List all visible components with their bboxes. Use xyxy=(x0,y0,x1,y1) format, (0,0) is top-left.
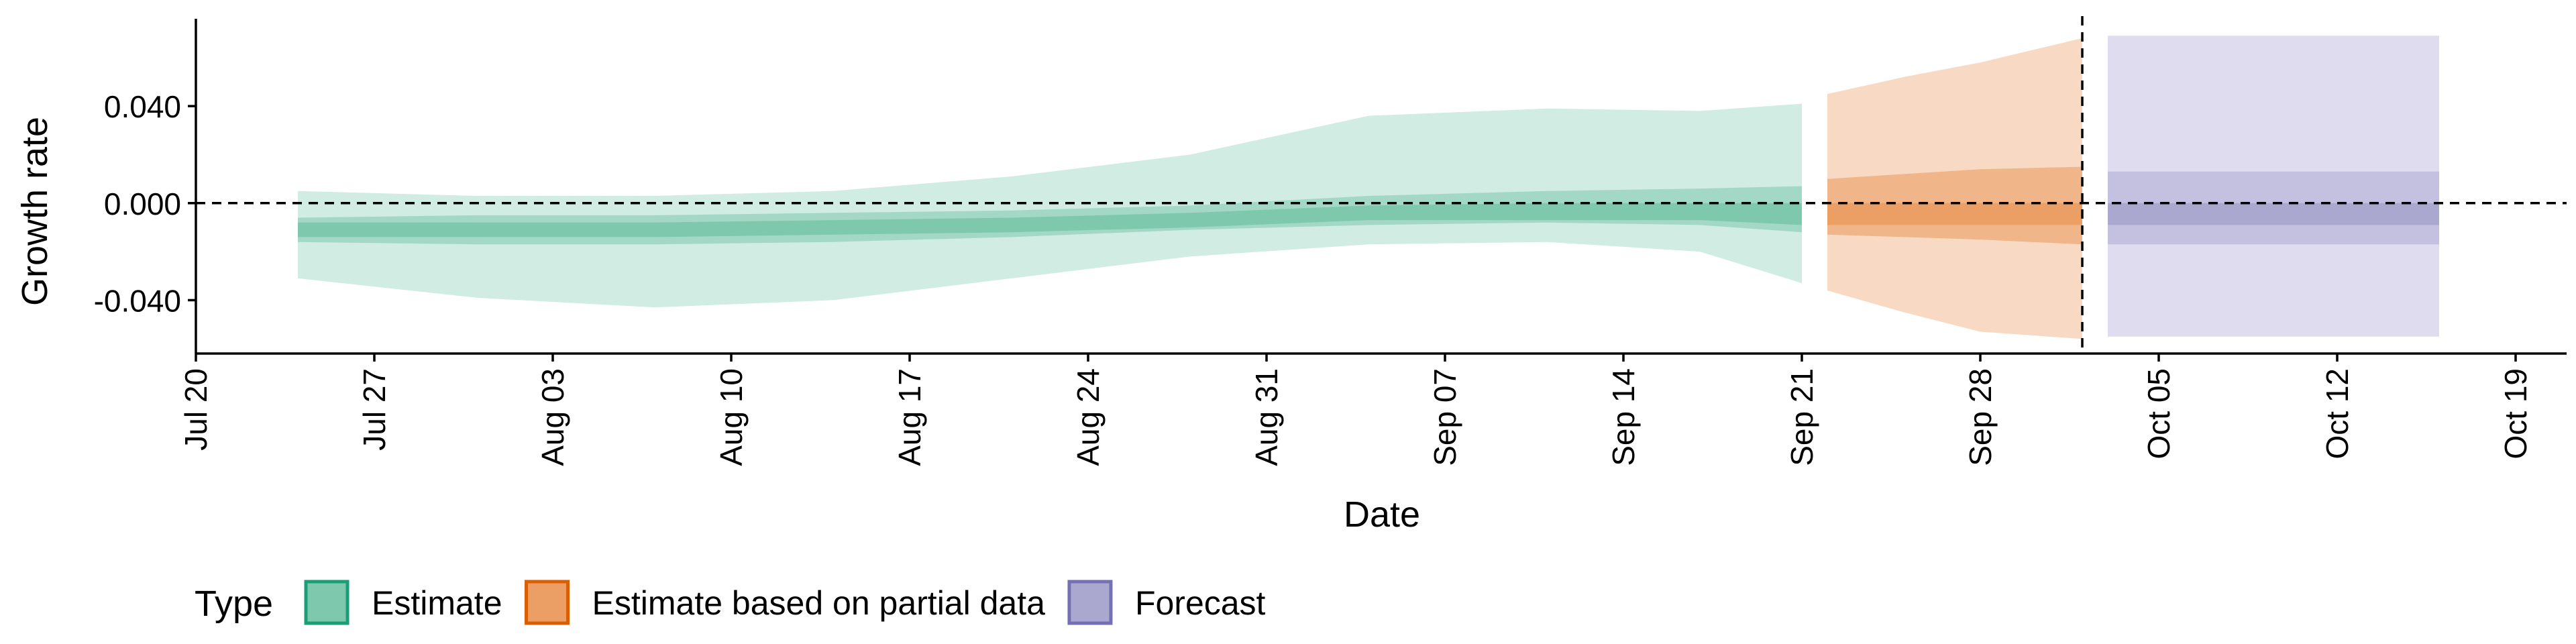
x-tick-label: Jul 27 xyxy=(357,368,392,451)
band-estimate-90 xyxy=(298,103,1802,308)
legend-title: Type xyxy=(195,584,273,624)
legend-label-estimate-based-on-partial-data: Estimate based on partial data xyxy=(592,584,1046,622)
x-tick-label: Sep 14 xyxy=(1606,368,1641,466)
legend: Type Estimate Estimate based on partial d… xyxy=(195,580,1266,625)
x-tick-label: Sep 07 xyxy=(1428,368,1462,466)
band-forecast-20 xyxy=(2108,203,2439,225)
x-tick-label: Sep 28 xyxy=(1963,368,1998,466)
band-estimate-based-on-partial-data-20 xyxy=(1827,203,2082,225)
axes: -0.040 0.000 0.040 Jul 20 Jul 27 Aug 03 Aug 10… xyxy=(94,19,2567,466)
x-tick-label: Oct 05 xyxy=(2141,368,2176,460)
x-tick-label: Jul 20 xyxy=(178,368,213,451)
bands-layer xyxy=(298,36,2439,339)
y-axis-label: Growth rate xyxy=(15,117,55,306)
x-axis-label: Date xyxy=(1344,494,1420,535)
x-tick-label: Aug 24 xyxy=(1071,368,1106,466)
y-tick-label: 0.040 xyxy=(104,89,181,124)
y-tick-label: -0.040 xyxy=(94,283,181,318)
x-tick-label: Oct 12 xyxy=(2320,368,2355,460)
x-tick-label: Sep 21 xyxy=(1784,368,1819,466)
legend-label-estimate: Estimate xyxy=(372,584,502,622)
x-tick-label: Aug 31 xyxy=(1249,368,1284,466)
x-tick-label: Aug 17 xyxy=(892,368,927,466)
band-estimate-20 xyxy=(298,203,1802,237)
y-tick-label: 0.000 xyxy=(104,186,181,221)
legend-swatch-estimate xyxy=(304,580,350,625)
x-tick-label: Oct 19 xyxy=(2498,368,2533,460)
legend-swatch-forecast xyxy=(1067,580,1113,625)
legend-label-forecast: Forecast xyxy=(1135,584,1266,622)
x-tick-label: Aug 10 xyxy=(714,368,749,466)
x-tick-label: Aug 03 xyxy=(535,368,570,466)
legend-swatch-estimate-based-on-partial-data xyxy=(525,580,570,625)
reference-lines xyxy=(196,16,2567,354)
